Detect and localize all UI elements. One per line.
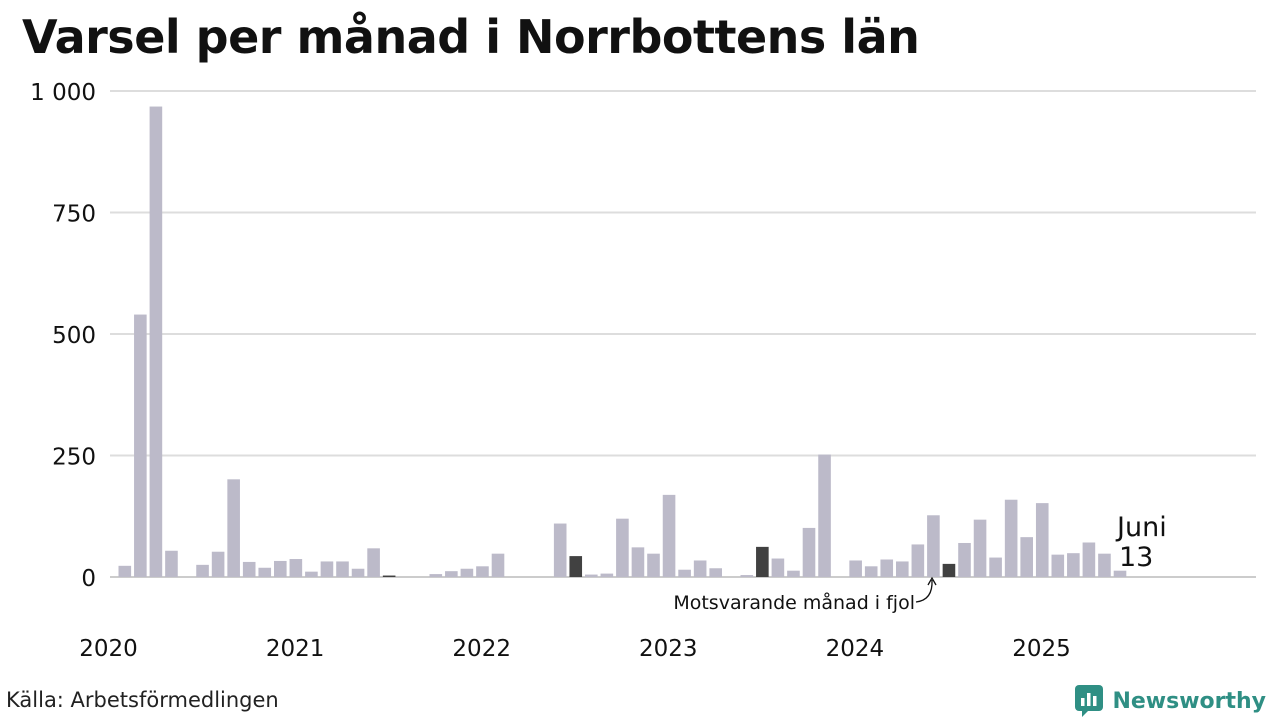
y-tick-label: 1 000 [30, 80, 96, 106]
bar-2021-10 [445, 571, 458, 577]
bar-2020-11 [274, 560, 287, 577]
bar-2020-07 [211, 551, 225, 577]
bar-2022-01 [491, 553, 505, 577]
x-tick-label: 2023 [639, 636, 698, 662]
chart-title: Varsel per månad i Norrbottens län [22, 10, 920, 64]
x-tick-label: 2024 [826, 636, 885, 662]
bar-2022-09 [616, 518, 629, 577]
bar-2022-05 [553, 523, 567, 577]
bar-2020-12 [289, 559, 303, 577]
x-tick-label: 2020 [79, 636, 138, 662]
bar-2024-01 [864, 566, 878, 577]
bar-2022-08 [600, 573, 614, 577]
bar-2024-05 [927, 515, 940, 577]
bar-2020-02 [134, 314, 147, 577]
bar-2023-07 [771, 558, 785, 577]
bar-2020-10 [258, 567, 272, 577]
bar-2020-01 [118, 565, 132, 577]
bar-2024-11 [1020, 537, 1033, 577]
bar-2021-09 [429, 574, 443, 577]
bar-2021-12 [476, 566, 489, 577]
bar-2024-12 [1035, 503, 1049, 577]
bar-2020-09 [242, 561, 256, 577]
bar-2024-02 [880, 559, 894, 577]
x-tick-label: 2021 [266, 636, 325, 662]
bar-2022-11 [647, 553, 660, 577]
bar-2024-03 [896, 561, 909, 577]
x-tick-label: 2022 [452, 636, 511, 662]
arrowhead-icon [927, 576, 937, 586]
current-month-label: Juni [1115, 512, 1167, 543]
bar-2022-10 [631, 547, 645, 577]
current-value-label: 13 [1119, 542, 1153, 573]
x-axis: 2020 2021 2022 2023 2024 2025 [79, 636, 1071, 662]
brand: Newsworthy [1074, 684, 1266, 718]
bar-2023-01 [678, 569, 691, 577]
bar-2024-07 [958, 542, 971, 577]
bar-2025-02 [1067, 553, 1080, 577]
bar-2020-06 [196, 564, 209, 577]
bar-2025-01 [1051, 554, 1065, 577]
bar-2023-03 [709, 568, 722, 577]
bar-2020-04 [165, 550, 178, 577]
y-tick-label: 250 [52, 445, 96, 471]
bar-2021-05 [367, 548, 380, 577]
bar-2024-04 [911, 544, 925, 577]
grid-layer [110, 90, 1256, 578]
y-tick-label: 750 [52, 202, 96, 228]
bar-2023-12 [849, 560, 862, 577]
bar-2021-03 [336, 561, 349, 577]
bar-2023-08 [787, 570, 800, 577]
bar-2025-05 [1113, 570, 1127, 577]
bar-2022-07 [585, 574, 598, 577]
previous-year-label: Motsvarande månad i fjol [673, 591, 915, 614]
y-tick-label: 500 [52, 323, 96, 349]
bar-2024-08 [973, 519, 987, 577]
bar-2023-05 [740, 575, 754, 577]
bar-2021-04 [351, 568, 365, 577]
x-tick-label: 2025 [1012, 636, 1071, 662]
bar-2021-06 [382, 575, 396, 577]
bar-2020-03 [149, 106, 163, 577]
newsworthy-logo-icon [1075, 685, 1104, 717]
source-note: Källa: Arbetsförmedlingen [6, 688, 279, 712]
bar-2025-03 [1082, 542, 1096, 577]
bar-2024-10 [1004, 499, 1018, 577]
brand-name: Newsworthy [1112, 688, 1266, 714]
bar-2021-01 [305, 571, 318, 577]
bar-2022-12 [662, 494, 676, 577]
bar-2024-09 [989, 557, 1002, 577]
bar-2023-06 [756, 546, 769, 577]
bar-2021-11 [460, 568, 474, 577]
y-tick-label: 0 [81, 566, 96, 592]
bar-2020-08 [227, 479, 240, 577]
bar-2023-10 [818, 454, 831, 577]
bar-2025-04 [1098, 553, 1111, 577]
bar-2024-06 [942, 563, 956, 577]
previous-year-arrow [915, 579, 933, 603]
annotations: Juni 13 Motsvarande månad i fjol [673, 512, 1166, 614]
bars [118, 106, 1127, 577]
bar-2023-09 [802, 527, 816, 577]
bar-2022-06 [569, 556, 583, 577]
bar-2023-02 [693, 560, 707, 577]
y-axis: 0 250 500 750 1 000 [30, 80, 96, 592]
bar-2021-02 [320, 561, 334, 577]
